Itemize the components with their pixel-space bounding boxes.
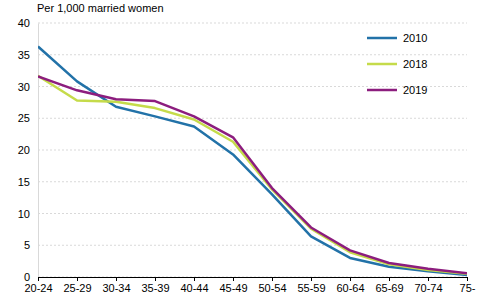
x-tick-mark — [428, 277, 429, 281]
x-tick-mark — [116, 277, 117, 281]
x-tick-label: 25-29 — [63, 282, 91, 294]
legend-swatch — [367, 37, 397, 40]
x-tick: 20-24 — [24, 277, 52, 294]
x-tick-label: 75- — [460, 282, 476, 294]
x-tick: 45-49 — [219, 277, 247, 294]
y-tick: 30 — [18, 81, 38, 93]
y-tick-label: 15 — [18, 176, 30, 188]
x-axis-line — [39, 278, 468, 282]
x-tick: 25-29 — [63, 277, 91, 294]
legend: 2010 2018 2019 — [367, 32, 427, 96]
grid-line — [38, 181, 467, 182]
legend-label: 2018 — [403, 58, 427, 70]
y-tick-label: 40 — [18, 17, 30, 29]
x-tick-mark — [389, 277, 390, 281]
y-tick: 15 — [18, 176, 38, 188]
x-tick: 55-59 — [297, 277, 325, 294]
grid — [38, 23, 467, 277]
y-tick-label: 10 — [18, 208, 30, 220]
plot: 051015202530354020-2425-2930-3435-3940-4… — [18, 17, 476, 294]
y-tick-label: 20 — [18, 144, 30, 156]
y-tick-label: 35 — [18, 49, 30, 61]
y-tick: 40 — [18, 17, 38, 29]
x-tick-label: 55-59 — [297, 282, 325, 294]
x-tick-label: 35-39 — [141, 282, 169, 294]
x-tick-mark — [155, 277, 156, 281]
x-tick-mark — [467, 277, 468, 281]
grid-line — [38, 23, 467, 24]
grid-line — [38, 150, 467, 151]
x-tick: 50-54 — [258, 277, 286, 294]
x-axis: 20-24 25-29 30-34 35-39 40-44 45-49 50-54 55-59… — [24, 277, 475, 294]
grid-line — [38, 213, 467, 214]
y-tick: 25 — [18, 112, 38, 124]
legend-label: 2010 — [403, 32, 427, 44]
x-tick-label: 60-64 — [336, 282, 364, 294]
x-tick-mark — [194, 277, 195, 281]
y-axis-line — [38, 24, 39, 278]
grid-line — [38, 54, 467, 55]
x-tick-label: 40-44 — [180, 282, 208, 294]
chart: 051015202530354020-2425-2930-3435-3940-4… — [0, 0, 491, 302]
x-tick-label: 50-54 — [258, 282, 286, 294]
y-tick: 10 — [18, 208, 38, 220]
lines — [38, 46, 467, 275]
y-tick: 35 — [18, 49, 38, 61]
x-tick-mark — [77, 277, 78, 281]
legend-label: 2019 — [403, 84, 427, 96]
x-tick-label: 70-74 — [414, 282, 442, 294]
y-tick-label: 25 — [18, 112, 30, 124]
grid-line — [38, 118, 467, 119]
x-tick-label: 65-69 — [375, 282, 403, 294]
x-tick-mark — [233, 277, 234, 281]
x-tick: 30-34 — [102, 277, 130, 294]
y-axis-title: Per 1,000 married women — [37, 2, 164, 14]
x-tick: 75- — [460, 277, 476, 294]
y-axis: 0510152025303540 — [18, 17, 39, 283]
legend-swatch — [367, 63, 397, 66]
x-tick: 70-74 — [414, 277, 442, 294]
y-tick: 20 — [18, 144, 38, 156]
x-tick-mark — [311, 277, 312, 281]
x-tick: 35-39 — [141, 277, 169, 294]
x-tick: 40-44 — [180, 277, 208, 294]
series-line — [38, 76, 467, 274]
x-tick: 60-64 — [336, 277, 364, 294]
series-line — [38, 76, 467, 273]
x-tick-label: 45-49 — [219, 282, 247, 294]
x-tick-label: 30-34 — [102, 282, 130, 294]
grid-line — [38, 245, 467, 246]
x-tick-label: 20-24 — [24, 282, 52, 294]
x-tick-mark — [350, 277, 351, 281]
y-tick-label: 5 — [24, 239, 30, 251]
y-tick: 5 — [24, 239, 38, 251]
x-tick: 65-69 — [375, 277, 403, 294]
legend-swatch — [367, 89, 397, 92]
x-tick-mark — [38, 277, 39, 281]
series-line — [38, 46, 467, 275]
x-tick-mark — [272, 277, 273, 281]
y-tick-label: 30 — [18, 81, 30, 93]
